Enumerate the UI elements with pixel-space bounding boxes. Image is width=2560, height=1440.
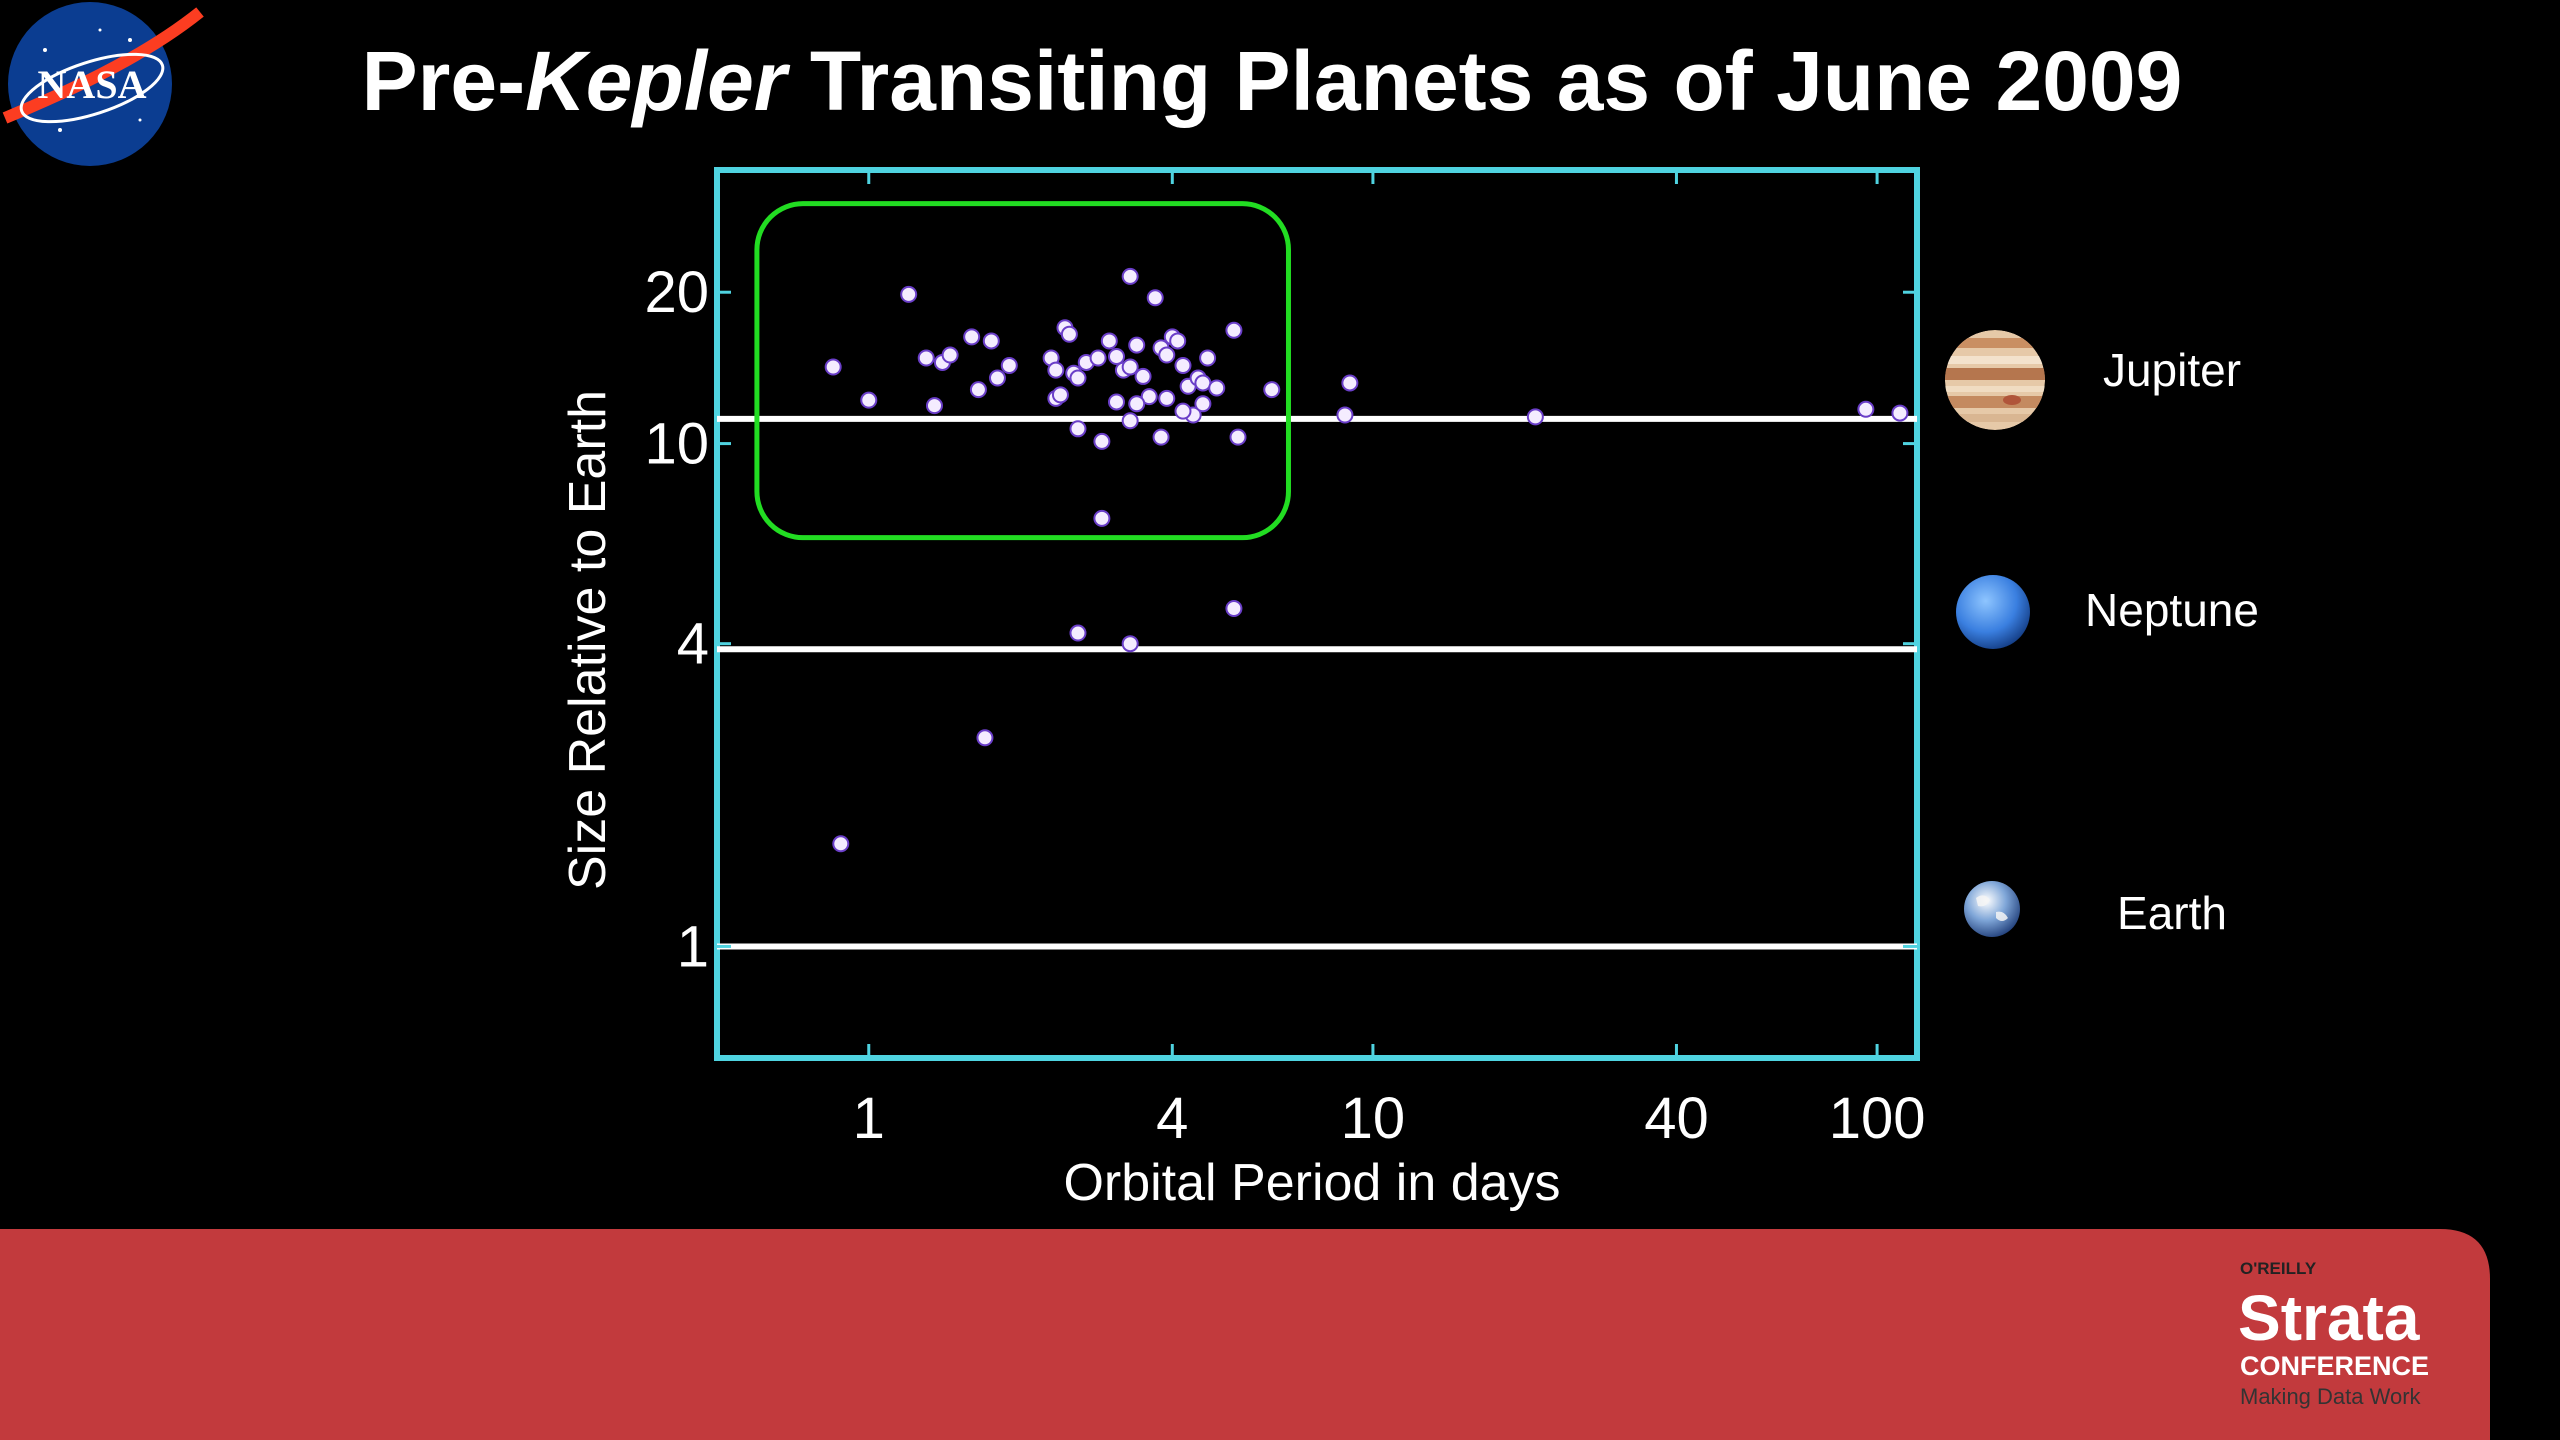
x-axis-label: Orbital Period in days xyxy=(1063,1154,1560,1212)
data-point xyxy=(1336,406,1354,424)
data-point xyxy=(976,729,994,747)
title-italic: Kepler xyxy=(525,34,791,128)
data-point xyxy=(1208,379,1226,397)
footer-background xyxy=(0,1229,2490,1440)
y-tick-label: 10 xyxy=(644,412,709,477)
data-point xyxy=(900,285,918,303)
data-point xyxy=(925,397,943,415)
strata-brand: Strata xyxy=(2238,1282,2420,1354)
x-tick-label: 1 xyxy=(853,1086,885,1151)
y-axis-ticks: 1 4 10 20 xyxy=(644,260,1917,979)
data-point xyxy=(1194,374,1212,392)
data-point xyxy=(988,369,1006,387)
data-point xyxy=(1857,400,1875,418)
title-suffix: Transiting Planets as of June 2009 xyxy=(787,34,2183,128)
x-tick-label: 4 xyxy=(1156,1086,1188,1151)
tagline: Making Data Work xyxy=(2240,1384,2422,1409)
data-point xyxy=(1000,356,1018,374)
data-point xyxy=(1891,404,1909,422)
data-point xyxy=(824,358,842,376)
data-point xyxy=(1121,267,1139,285)
oreilly-label: O'REILLY xyxy=(2240,1259,2317,1278)
data-point xyxy=(860,391,878,409)
data-point xyxy=(963,328,981,346)
x-tick-label: 100 xyxy=(1829,1086,1926,1151)
data-point xyxy=(1121,358,1139,376)
legend-label-jupiter: Jupiter xyxy=(2103,344,2241,396)
data-point xyxy=(1225,321,1243,339)
data-point xyxy=(1174,356,1192,374)
data-point xyxy=(1194,395,1212,413)
data-point xyxy=(1107,393,1125,411)
title-prefix: Pre- xyxy=(362,34,525,128)
data-points xyxy=(824,267,1909,853)
data-point xyxy=(1146,289,1164,307)
data-point xyxy=(1069,624,1087,642)
data-point xyxy=(1158,389,1176,407)
earth-icon xyxy=(1964,881,2020,937)
planet-legend: Jupiter Neptune Earth xyxy=(1945,330,2259,939)
nasa-logo-chevron xyxy=(2,7,204,124)
data-point xyxy=(1158,346,1176,364)
data-point xyxy=(917,349,935,367)
data-point xyxy=(1174,402,1192,420)
nasa-logo: NASA xyxy=(2,2,204,166)
data-point xyxy=(1169,332,1187,350)
data-point xyxy=(1229,428,1247,446)
data-point xyxy=(1047,361,1065,379)
plot-frame xyxy=(714,167,1920,1061)
data-point xyxy=(1069,369,1087,387)
data-point xyxy=(1121,412,1139,430)
data-point xyxy=(941,346,959,364)
data-point xyxy=(1093,432,1111,450)
data-point xyxy=(1128,336,1146,354)
legend-label-earth: Earth xyxy=(2117,887,2227,939)
data-point xyxy=(1051,386,1069,404)
slide-title: Pre-Kepler Transiting Planets as of June… xyxy=(362,34,2183,128)
data-point xyxy=(1526,408,1544,426)
reference-lines xyxy=(717,415,1917,950)
footer-band: O'REILLY Strata CONFERENCE Making Data W… xyxy=(0,1229,2490,1440)
y-tick-label: 20 xyxy=(644,260,709,325)
data-point xyxy=(1121,635,1139,653)
data-point xyxy=(1100,332,1118,350)
data-point xyxy=(1140,388,1158,406)
data-point xyxy=(982,332,1000,350)
data-point xyxy=(1069,420,1087,438)
data-point xyxy=(1341,374,1359,392)
data-point xyxy=(969,381,987,399)
legend-label-neptune: Neptune xyxy=(2085,584,2259,636)
data-point xyxy=(1134,367,1152,385)
data-point xyxy=(1263,381,1281,399)
data-point xyxy=(1089,349,1107,367)
data-point xyxy=(1060,325,1078,343)
data-point xyxy=(1199,349,1217,367)
x-axis-ticks: 1 4 10 40 100 xyxy=(853,170,1926,1151)
data-point xyxy=(1225,599,1243,617)
data-point xyxy=(1093,509,1111,527)
data-point xyxy=(832,835,850,853)
conference-label: CONFERENCE xyxy=(2240,1351,2429,1381)
y-axis-label: Size Relative to Earth xyxy=(559,390,617,890)
highlight-box xyxy=(754,201,1291,541)
nasa-logo-text: NASA xyxy=(38,62,147,107)
data-point xyxy=(1152,428,1170,446)
data-point xyxy=(1107,347,1125,365)
y-tick-label: 1 xyxy=(677,914,709,979)
x-tick-label: 40 xyxy=(1644,1086,1709,1151)
jupiter-icon xyxy=(1945,330,2045,430)
y-tick-label: 4 xyxy=(677,612,709,677)
x-tick-label: 10 xyxy=(1341,1086,1406,1151)
neptune-icon xyxy=(1956,575,2030,649)
data-point xyxy=(1128,395,1146,413)
